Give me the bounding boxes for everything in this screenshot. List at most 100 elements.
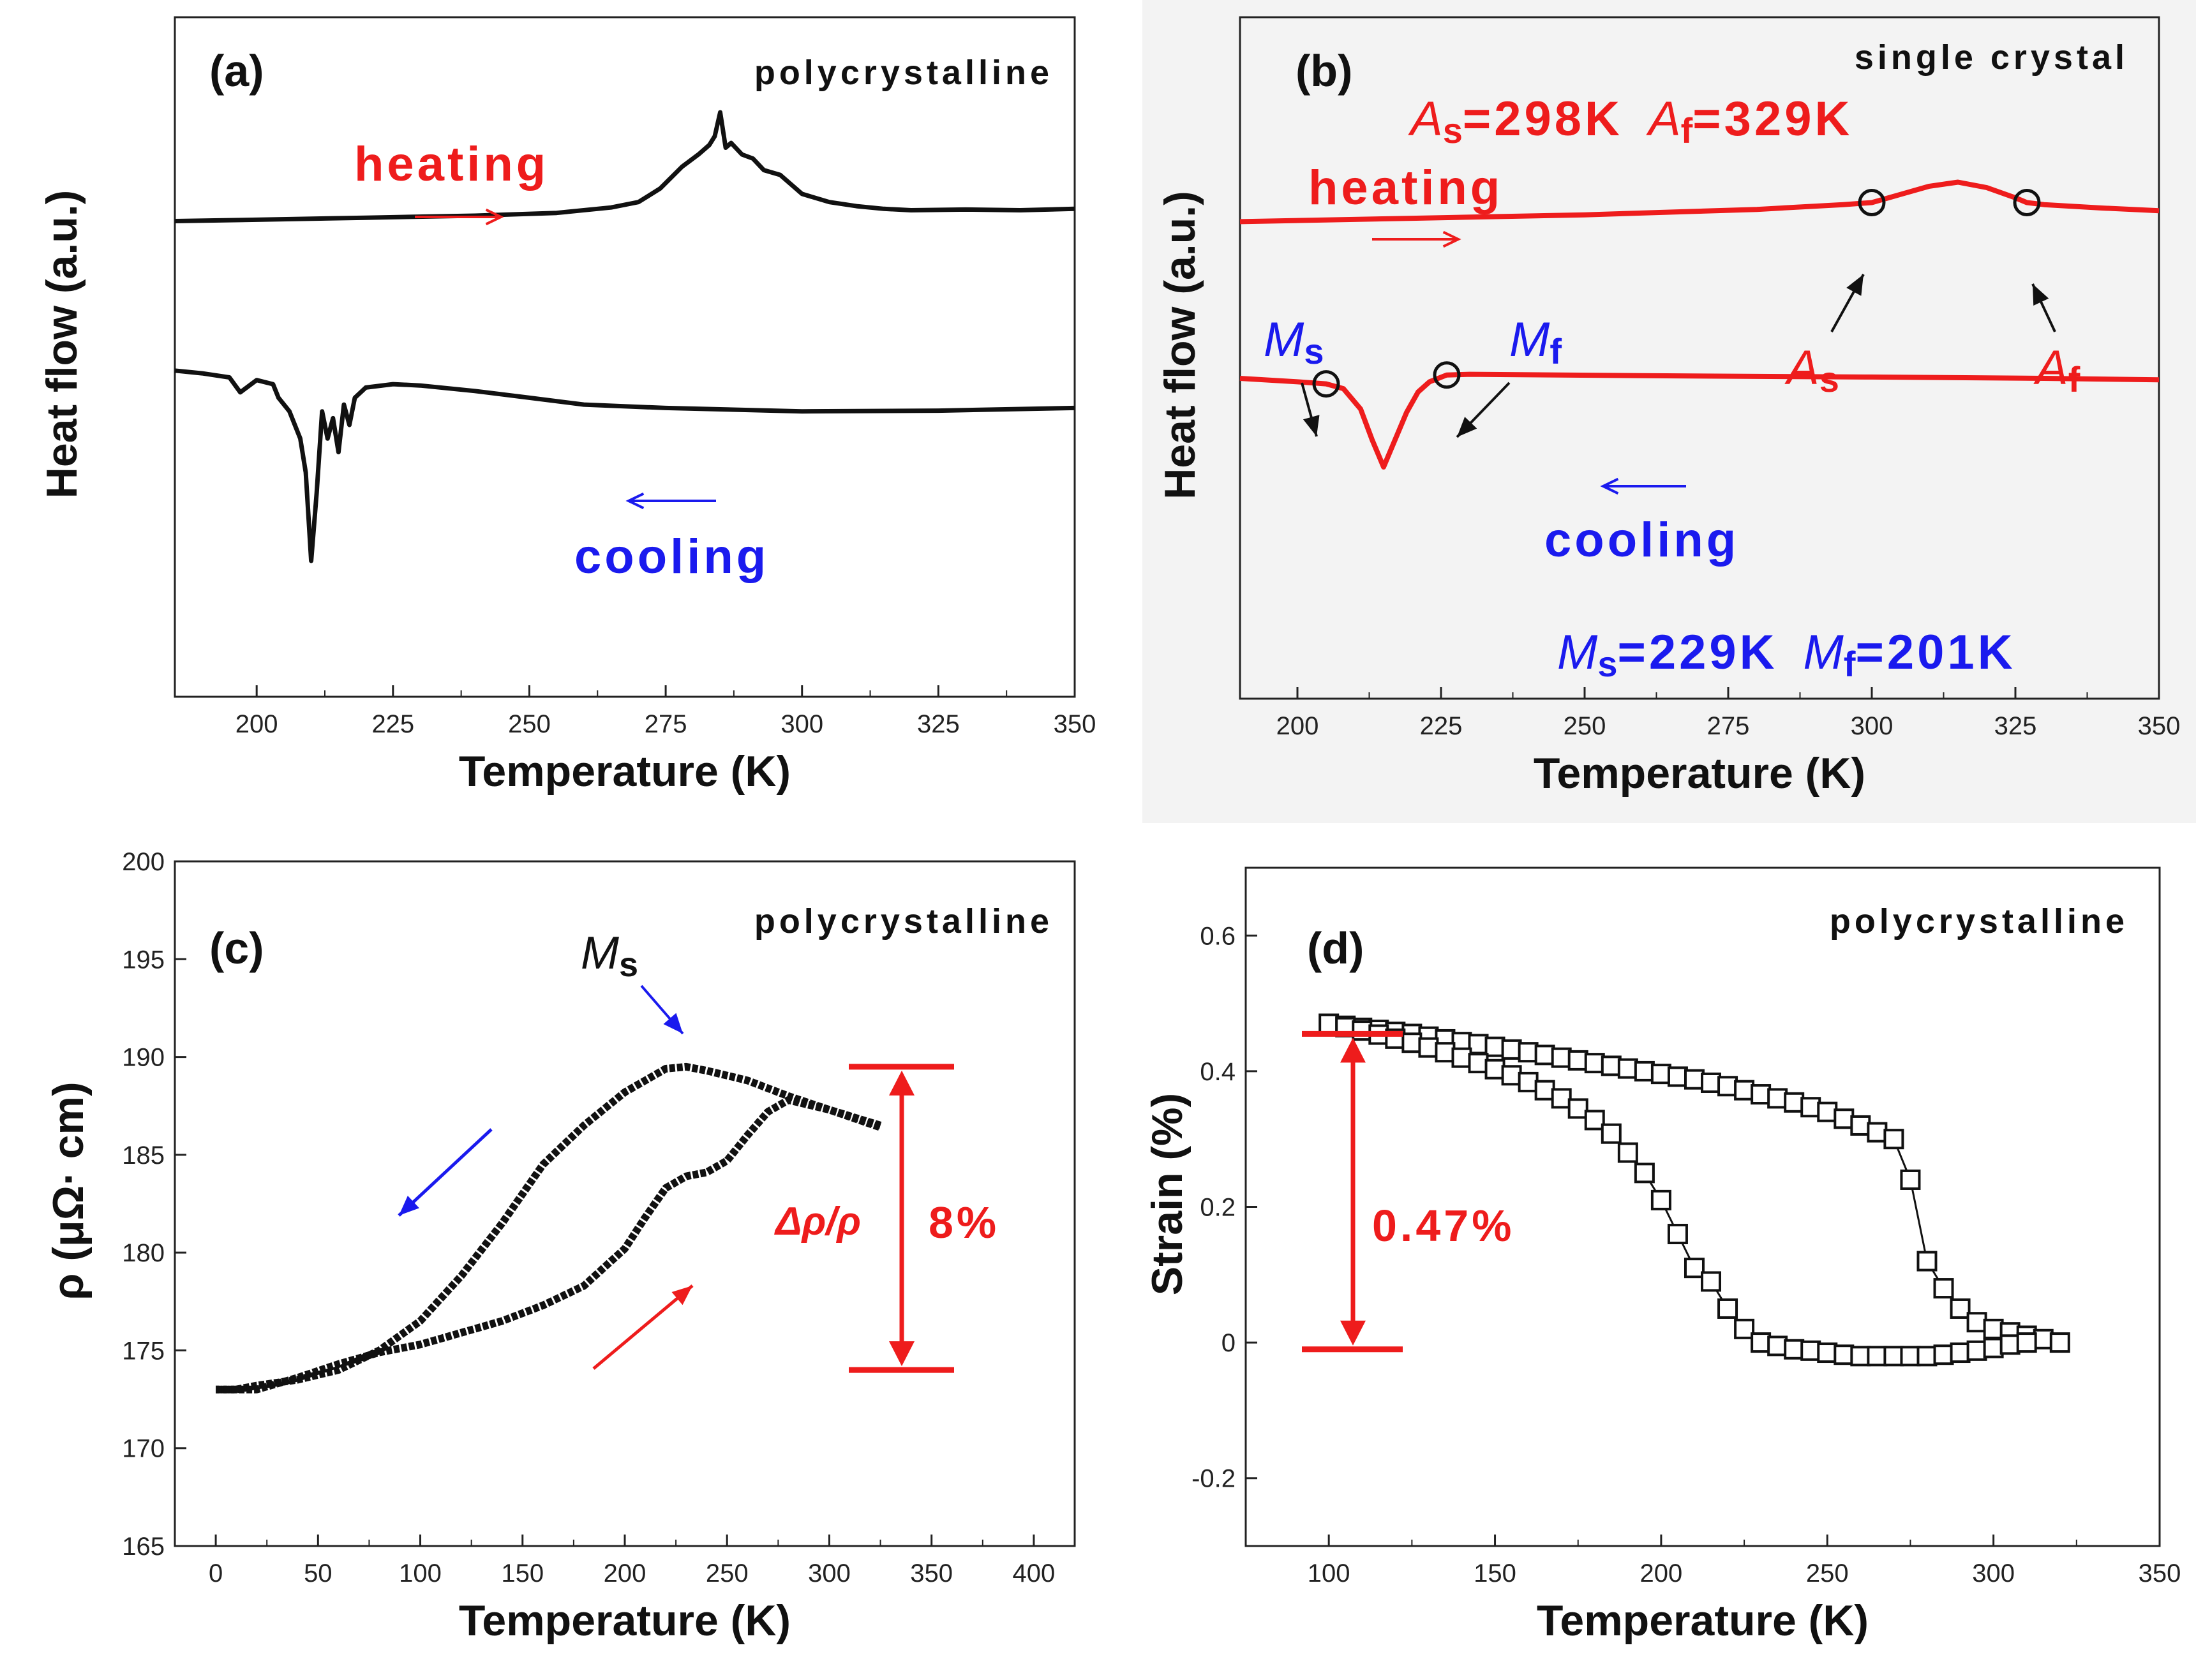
series-lower-point [1451,1047,1472,1068]
series-lower-point [1418,1037,1439,1058]
cooling-direction-arrow-head [399,1195,419,1215]
x-tick-label: 250 [508,710,551,738]
series-upper-point [1883,1129,1904,1150]
cooling-label: cooling [574,530,769,584]
series-lower-point [1567,1098,1588,1119]
series-upper-point [1767,1088,1788,1109]
series-upper-point [1717,1076,1738,1097]
series-upper-point [1817,1101,1838,1122]
cooling-label: cooling [1544,513,1739,567]
s-subscript: s [1443,110,1463,151]
x-tick-label: 200 [235,710,278,738]
series-upper-point [1318,1013,1340,1034]
x-axis-label: Temperature (K) [459,747,791,796]
panel-label: (d) [1307,923,1364,973]
y-axis-label: Heat flow (a.u.) [1156,191,1204,500]
f-subscript: f [1844,644,1856,684]
x-tick-label: 100 [399,1559,442,1587]
x-tick-label: 200 [1276,712,1319,740]
heating-label: heating [354,137,549,191]
series-lower-point [1883,1346,1904,1367]
Mf-callout-subscript: f [1550,331,1562,371]
series-lower-point [1634,1163,1655,1184]
Ms-callout-subscript: s [1304,331,1324,371]
series-upper-point [1501,1039,1522,1060]
series-upper-point [1983,1318,2004,1339]
series-lower-point [1617,1142,1638,1163]
series-upper-point [1468,1034,1489,1055]
panel-b: 200 225 250 275 300 325 350 Temperature (K) Heat… [1156,16,2180,798]
Af-value: =329K [1692,92,1853,146]
Ms-callout: Ms [581,928,638,984]
x-tick-label: 400 [1013,1559,1056,1587]
series-upper-point [1567,1050,1588,1071]
Mf-callout-base: M [1509,313,1550,367]
series-upper-point [1800,1097,1821,1118]
marker-Mf [1433,361,1461,389]
series-cooling-line [216,1062,882,1394]
x-tick-label: 275 [645,710,687,738]
panel-label: (b) [1296,46,1352,96]
transformation-temps-austenite: As=298K Af=329K [1408,92,1853,151]
series-upper-point [1966,1312,1987,1333]
series-upper-point [1634,1060,1655,1082]
series-upper-point [1734,1080,1755,1101]
series-cooling-line [174,368,1075,563]
x-tick-label: 0 [209,1559,223,1587]
sample-label: polycrystalline [754,902,1053,940]
series-upper-point [1484,1036,1505,1057]
sample-label: polycrystalline [1830,902,2128,940]
series-lower-point [1584,1110,1605,1131]
x-tick-label: 225 [371,710,414,738]
x-tick-label: 150 [501,1559,544,1587]
x-axis-label: Temperature (K) [459,1596,791,1645]
bracket-head-up [1340,1037,1366,1063]
cooling-arrow-head [1600,477,1619,495]
x-axis-label: Temperature (K) [1537,1596,1869,1645]
series-lower-point [1518,1071,1539,1092]
y-axis-label: Strain (%) [1143,1093,1191,1295]
Ms-pointer-head [1303,415,1320,436]
As-callout-subscript: s [1819,359,1839,399]
series-lower-point [1850,1346,1871,1367]
Af-callout-base: A [2033,341,2068,395]
x-tick-label: 350 [910,1559,953,1587]
A-symbol: A [1646,92,1681,146]
series-lower-point [2016,1332,2037,1353]
marker-Ms [1312,370,1340,398]
series-upper-point [1900,1169,1921,1190]
heating-direction-arrow-head [671,1286,692,1305]
A-symbol: A [1408,92,1443,146]
series-lower-point [1834,1344,1855,1365]
series-lower-point [1667,1224,1688,1245]
x-tick-label: 250 [1564,712,1606,740]
series-upper-point [1867,1122,1888,1143]
sample-label: single crystal [1855,38,2128,77]
series-upper-point [1933,1278,1954,1299]
series-lower-point [1933,1344,1954,1365]
x-tick-label: 300 [1851,712,1893,740]
series-upper-point [1601,1055,1622,1076]
x-tick-label: 300 [1972,1559,2015,1587]
y-tick-label: 185 [122,1141,165,1170]
x-tick-label: 200 [604,1559,646,1587]
resistivity-ratio-label: Δρ/ρ [774,1200,861,1244]
series-lower-point [1701,1271,1722,1292]
series-upper-point [1518,1042,1539,1063]
series-lower-point [1900,1346,1921,1367]
x-tick-label: 150 [1474,1559,1516,1587]
series-lower-point [1650,1189,1671,1210]
series-lower-point [1916,1346,1938,1367]
x-tick-label: 200 [1640,1559,1683,1587]
x-tick-label: 250 [1806,1559,1849,1587]
x-tick-label: 350 [1054,710,1096,738]
sample-label: polycrystalline [754,54,1053,92]
y-tick-label: 190 [122,1044,165,1072]
Ms-callout: Ms [1264,313,1324,371]
series-lower-point [1784,1339,1805,1360]
series-upper-point [1850,1115,1871,1136]
Ms-callout-base: M [1264,313,1304,367]
Ms-value: =229K [1617,625,1777,680]
heating-label: heating [1308,161,1503,215]
